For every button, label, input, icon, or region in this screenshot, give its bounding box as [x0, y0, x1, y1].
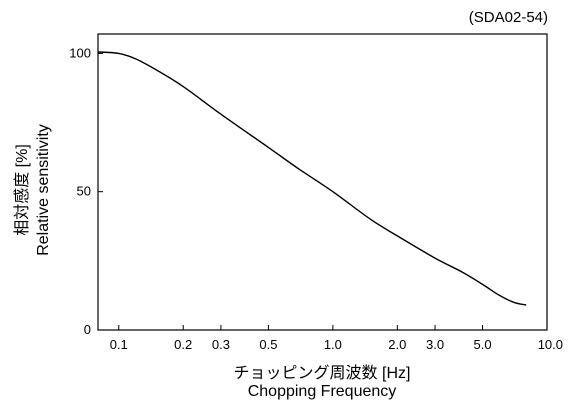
- x-tick-label: 10.0: [538, 337, 563, 352]
- y-axis-ticks: 0 50 100: [69, 45, 103, 337]
- y-tick-label: 50: [77, 184, 91, 199]
- x-tick-label: 5.0: [474, 337, 492, 352]
- y-tick-label: 100: [69, 45, 91, 60]
- x-tick-label: 0.2: [174, 337, 192, 352]
- relative-sensitivity-line: [97, 51, 527, 306]
- x-tick-label: 1.0: [324, 337, 342, 352]
- y-axis-label-ja: 相対感度 [%]: [13, 144, 31, 236]
- y-axis-label-en: Relative sensitivity: [35, 124, 52, 256]
- x-axis-label-en: Chopping Frequency: [248, 383, 397, 400]
- y-tick-label: 0: [84, 322, 91, 337]
- x-tick-label: 0.1: [110, 337, 128, 352]
- x-tick-label: 0.3: [212, 337, 230, 352]
- figure-code: (SDA02-54): [469, 9, 548, 26]
- x-axis-ticks: 0.1 0.2 0.3 0.5 1.0 2.0 3.0 5.0 10.0: [110, 325, 563, 352]
- x-tick-label: 3.0: [426, 337, 444, 352]
- plot-frame: [97, 33, 548, 331]
- x-tick-label: 2.0: [388, 337, 406, 352]
- x-axis-label-ja: チョッピング周波数 [Hz]: [234, 364, 411, 382]
- x-tick-label: 0.5: [259, 337, 277, 352]
